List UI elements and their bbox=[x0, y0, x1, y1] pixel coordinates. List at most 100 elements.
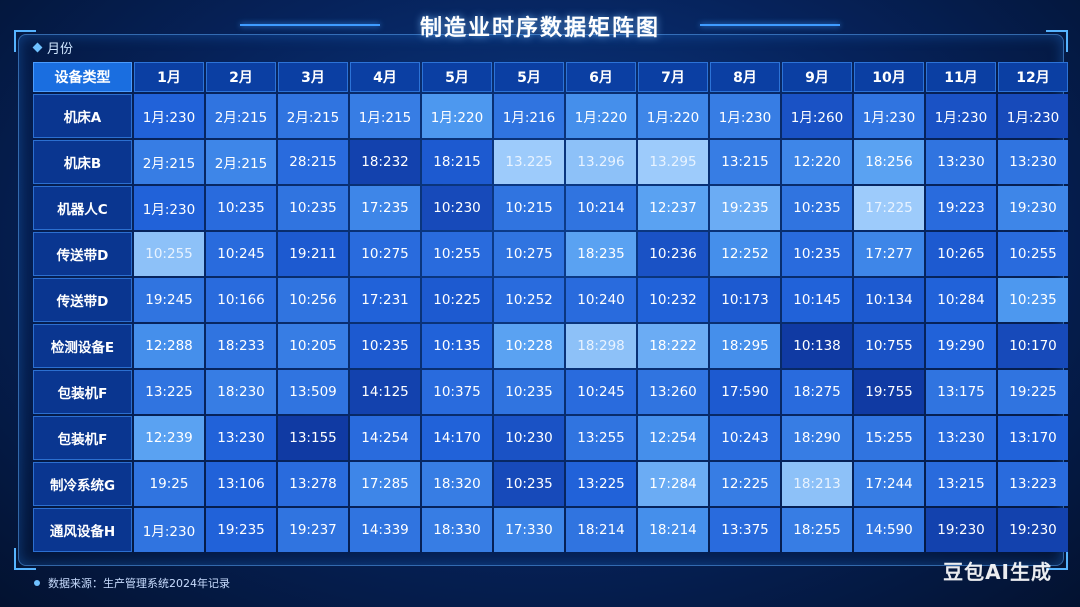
heatmap-cell: 13:170 bbox=[998, 416, 1068, 460]
heatmap-cell: 18:320 bbox=[422, 462, 492, 506]
heatmap-cell: 19:211 bbox=[278, 232, 348, 276]
heatmap-cell: 10:134 bbox=[854, 278, 924, 322]
heatmap-cell: 13:230 bbox=[998, 140, 1068, 184]
heatmap-cell: 10:256 bbox=[278, 278, 348, 322]
heatmap-cell: 10:240 bbox=[566, 278, 636, 322]
heatmap-cell: 10:275 bbox=[494, 232, 564, 276]
heatmap-cell: 13:230 bbox=[926, 416, 996, 460]
heatmap-cell: 10:230 bbox=[422, 186, 492, 230]
heatmap-cell: 18:232 bbox=[350, 140, 420, 184]
heatmap-cell: 10:230 bbox=[494, 416, 564, 460]
heatmap-cell: 10:235 bbox=[350, 324, 420, 368]
heatmap-cell: 13:223 bbox=[998, 462, 1068, 506]
heatmap-cell: 17:330 bbox=[494, 508, 564, 552]
row-header: 制冷系统G bbox=[33, 462, 132, 506]
source-text: 数据来源：生产管理系统2024年记录 bbox=[48, 577, 230, 590]
heatmap-cell: 18:213 bbox=[782, 462, 852, 506]
heatmap-cell: 14:254 bbox=[350, 416, 420, 460]
column-header: 3月 bbox=[278, 62, 348, 92]
heatmap-cell: 10:205 bbox=[278, 324, 348, 368]
heatmap-cell: 13:175 bbox=[926, 370, 996, 414]
heatmap-cell: 13.296 bbox=[566, 140, 636, 184]
heatmap-cell: 19:230 bbox=[926, 508, 996, 552]
heatmap-cell: 19:225 bbox=[998, 370, 1068, 414]
header-row: 设备类型 1月 2月 3月 4月 5月 5月 6月 7月 8月 9月 10月 11月 12月 bbox=[33, 62, 1068, 92]
column-header: 8月 bbox=[710, 62, 780, 92]
column-header: 1月 bbox=[134, 62, 204, 92]
heatmap-cell: 13:260 bbox=[638, 370, 708, 414]
frame-corner-tr bbox=[1046, 30, 1068, 52]
table-row: 包装机F 13:225 18:230 13:509 14:125 10:375 10:235… bbox=[33, 370, 1068, 414]
heatmap-cell: 1月:230 bbox=[134, 186, 204, 230]
heatmap-cell: 2月:215 bbox=[206, 94, 276, 138]
heatmap-cell: 10:275 bbox=[350, 232, 420, 276]
watermark-logo: 豆包AI生成 bbox=[943, 560, 1052, 584]
heatmap-cell: 10:170 bbox=[998, 324, 1068, 368]
heatmap-cell: 18:230 bbox=[206, 370, 276, 414]
table-row: 通风设备H 1月:230 19:235 19:237 14:339 18:330 17:33… bbox=[33, 508, 1068, 552]
heatmap-cell: 19:223 bbox=[926, 186, 996, 230]
heatmap-cell: 17:285 bbox=[350, 462, 420, 506]
heatmap-cell: 18:295 bbox=[710, 324, 780, 368]
heatmap-cell: 13:155 bbox=[278, 416, 348, 460]
heatmap-cell: 18:235 bbox=[566, 232, 636, 276]
table-row: 机床A 1月:230 2月:215 2月:215 1月:215 1月:220 1月:216 1… bbox=[33, 94, 1068, 138]
section-tag: 月份 bbox=[32, 38, 74, 57]
heatmap-cell: 10:235 bbox=[782, 232, 852, 276]
heatmap-cell: 10:245 bbox=[206, 232, 276, 276]
heatmap-cell: 1月:230 bbox=[926, 94, 996, 138]
heatmap-cell: 1月:230 bbox=[134, 508, 204, 552]
heatmap-cell: 19:235 bbox=[710, 186, 780, 230]
heatmap-cell: 10:145 bbox=[782, 278, 852, 322]
heatmap-cell: 14:590 bbox=[854, 508, 924, 552]
heatmap-cell: 10:255 bbox=[422, 232, 492, 276]
heatmap-cell: 13:225 bbox=[566, 462, 636, 506]
heatmap-cell: 10:245 bbox=[566, 370, 636, 414]
column-header: 11月 bbox=[926, 62, 996, 92]
heatmap-cell: 1月:215 bbox=[350, 94, 420, 138]
heatmap-cell: 1月:220 bbox=[566, 94, 636, 138]
heatmap-cell: 13.225 bbox=[494, 140, 564, 184]
heatmap-cell: 12:288 bbox=[134, 324, 204, 368]
row-header: 机床B bbox=[33, 140, 132, 184]
heatmap-cell: 17:231 bbox=[350, 278, 420, 322]
column-header: 12月 bbox=[998, 62, 1068, 92]
row-header: 机器人C bbox=[33, 186, 132, 230]
row-header: 传送带D bbox=[33, 232, 132, 276]
column-header: 5月 bbox=[494, 62, 564, 92]
heatmap-cell: 14:339 bbox=[350, 508, 420, 552]
column-header: 5月 bbox=[422, 62, 492, 92]
heatmap-cell: 1月:260 bbox=[782, 94, 852, 138]
heatmap-cell: 18:214 bbox=[566, 508, 636, 552]
heatmap-cell: 10:138 bbox=[782, 324, 852, 368]
heatmap-cell: 12:220 bbox=[782, 140, 852, 184]
heatmap-cell: 13:278 bbox=[278, 462, 348, 506]
heatmap-cell: 10:235 bbox=[494, 370, 564, 414]
heatmap-cell: 19:230 bbox=[998, 186, 1068, 230]
chart-title: 制造业时序数据矩阵图 bbox=[419, 16, 660, 41]
heatmap-cell: 12:239 bbox=[134, 416, 204, 460]
heatmap-cell: 10:235 bbox=[998, 278, 1068, 322]
heatmap-cell: 13.295 bbox=[638, 140, 708, 184]
heatmap-cell: 10:236 bbox=[638, 232, 708, 276]
heatmap-cell: 1月:220 bbox=[422, 94, 492, 138]
frame-corner-tl bbox=[14, 30, 36, 52]
section-tag-label: 月份 bbox=[47, 42, 74, 57]
diamond-icon bbox=[32, 42, 43, 53]
heatmap-cell: 10:235 bbox=[278, 186, 348, 230]
heatmap-cell: 10:215 bbox=[494, 186, 564, 230]
heatmap-cell: 19:290 bbox=[926, 324, 996, 368]
heatmap-cell: 13:230 bbox=[206, 416, 276, 460]
heatmap-cell: 10:166 bbox=[206, 278, 276, 322]
heatmap-cell: 1月:230 bbox=[998, 94, 1068, 138]
row-header: 包装机F bbox=[33, 370, 132, 414]
column-header: 6月 bbox=[566, 62, 636, 92]
heatmap-cell: 17:277 bbox=[854, 232, 924, 276]
heatmap-cell: 10:214 bbox=[566, 186, 636, 230]
corner-header: 设备类型 bbox=[33, 62, 132, 92]
heatmap-cell: 1月:216 bbox=[494, 94, 564, 138]
table-row: 机床B 2月:215 2月:215 28:215 18:232 18:215 13.225 1… bbox=[33, 140, 1068, 184]
row-header: 包装机F bbox=[33, 416, 132, 460]
column-header: 7月 bbox=[638, 62, 708, 92]
heatmap-cell: 13:375 bbox=[710, 508, 780, 552]
